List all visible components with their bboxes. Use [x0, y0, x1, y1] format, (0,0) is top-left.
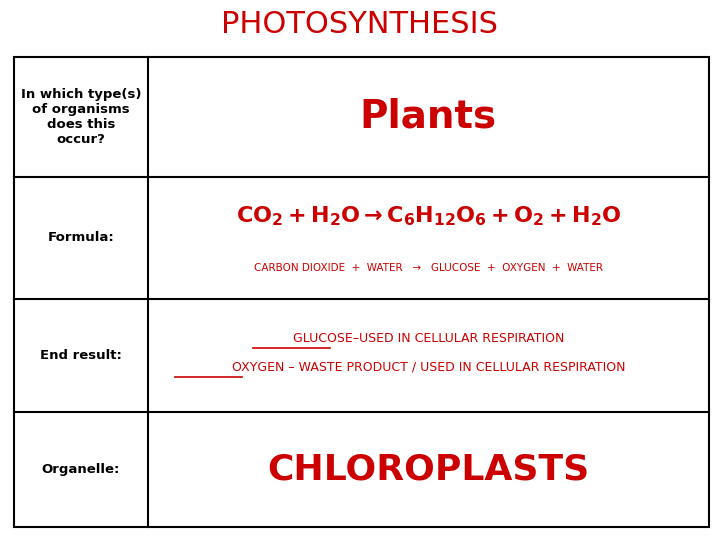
Text: CARBON DIOXIDE  +  WATER   →   GLUCOSE  +  OXYGEN  +  WATER: CARBON DIOXIDE + WATER → GLUCOSE + OXYGE…	[254, 262, 603, 273]
Text: In which type(s)
of organisms
does this
occur?: In which type(s) of organisms does this …	[21, 88, 141, 146]
Text: End result:: End result:	[40, 349, 122, 362]
Text: Formula:: Formula:	[48, 231, 114, 245]
Text: GLUCOSE–USED IN CELLULAR RESPIRATION: GLUCOSE–USED IN CELLULAR RESPIRATION	[293, 332, 564, 345]
Text: OXYGEN – WASTE PRODUCT / USED IN CELLULAR RESPIRATION: OXYGEN – WASTE PRODUCT / USED IN CELLULA…	[232, 361, 625, 374]
Text: CHLOROPLASTS: CHLOROPLASTS	[267, 453, 590, 486]
Text: Organelle:: Organelle:	[42, 463, 120, 476]
Text: $\mathbf{CO_2 + H_2O \rightarrow C_6H_{12}O_6 + O_2 + H_2O}$: $\mathbf{CO_2 + H_2O \rightarrow C_6H_{1…	[235, 205, 621, 228]
Text: PHOTOSYNTHESIS: PHOTOSYNTHESIS	[222, 10, 498, 39]
Text: Plants: Plants	[360, 98, 497, 136]
Bar	[14, 57, 709, 526]
